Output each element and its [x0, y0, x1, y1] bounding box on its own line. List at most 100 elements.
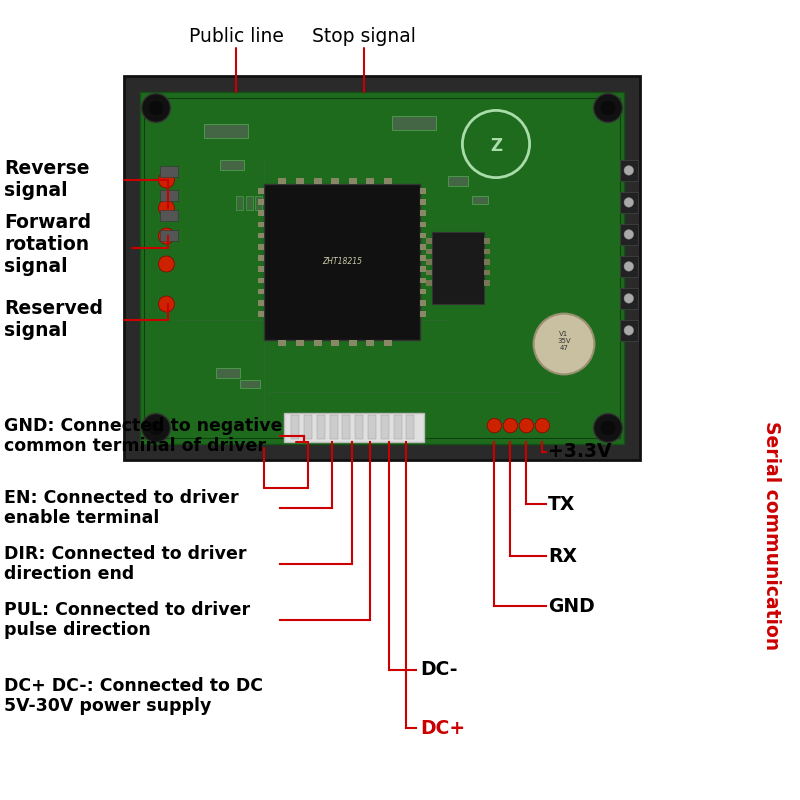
- Bar: [258, 289, 264, 294]
- Bar: [204, 124, 248, 138]
- Text: +3.3V: +3.3V: [548, 442, 611, 462]
- Bar: [349, 340, 357, 346]
- Bar: [420, 188, 426, 194]
- Bar: [284, 196, 291, 210]
- Bar: [330, 415, 338, 439]
- Bar: [426, 280, 432, 286]
- Circle shape: [503, 418, 518, 433]
- Bar: [432, 232, 484, 304]
- Bar: [420, 289, 426, 294]
- Bar: [420, 244, 426, 250]
- Circle shape: [142, 414, 170, 442]
- Text: EN: Connected to driver
enable terminal: EN: Connected to driver enable terminal: [4, 489, 238, 527]
- Bar: [484, 259, 490, 265]
- Bar: [160, 166, 178, 177]
- Circle shape: [158, 256, 174, 272]
- Bar: [392, 116, 436, 130]
- Text: TX: TX: [548, 494, 575, 514]
- Bar: [420, 199, 426, 205]
- Bar: [620, 192, 638, 213]
- Bar: [144, 98, 620, 438]
- Bar: [220, 160, 244, 170]
- Bar: [255, 196, 262, 210]
- Bar: [426, 270, 432, 275]
- Bar: [258, 255, 264, 261]
- Bar: [406, 415, 414, 439]
- Bar: [317, 415, 325, 439]
- Bar: [258, 244, 264, 250]
- Text: Forward
rotation
signal: Forward rotation signal: [4, 213, 91, 275]
- Bar: [484, 270, 490, 275]
- Bar: [368, 415, 376, 439]
- Circle shape: [624, 198, 634, 207]
- Text: DC-: DC-: [420, 660, 458, 679]
- Circle shape: [624, 326, 634, 335]
- Circle shape: [142, 94, 170, 122]
- Bar: [258, 210, 264, 216]
- Bar: [236, 196, 243, 210]
- Text: ZHT18215: ZHT18215: [322, 257, 362, 266]
- Text: V1
35V
47: V1 35V 47: [557, 331, 571, 350]
- Bar: [278, 340, 286, 346]
- Bar: [160, 210, 178, 221]
- Text: Serial communication: Serial communication: [762, 422, 782, 650]
- Bar: [296, 340, 304, 346]
- Bar: [274, 196, 282, 210]
- Text: DC+ DC-: Connected to DC
5V-30V power supply: DC+ DC-: Connected to DC 5V-30V power su…: [4, 677, 263, 715]
- Text: Reverse
signal: Reverse signal: [4, 159, 90, 201]
- Bar: [472, 196, 488, 204]
- Circle shape: [158, 228, 174, 244]
- Bar: [426, 238, 432, 244]
- Bar: [284, 413, 424, 442]
- Bar: [291, 415, 299, 439]
- Bar: [258, 222, 264, 227]
- Bar: [296, 178, 304, 184]
- Circle shape: [624, 294, 634, 303]
- Circle shape: [624, 166, 634, 175]
- Bar: [314, 178, 322, 184]
- Circle shape: [158, 200, 174, 216]
- Circle shape: [487, 418, 502, 433]
- Bar: [314, 340, 322, 346]
- Bar: [420, 255, 426, 261]
- Bar: [420, 222, 426, 227]
- Circle shape: [149, 101, 163, 115]
- Bar: [355, 415, 363, 439]
- Bar: [620, 288, 638, 309]
- Bar: [420, 266, 426, 272]
- Bar: [124, 76, 640, 460]
- Bar: [349, 178, 357, 184]
- Circle shape: [519, 418, 534, 433]
- Bar: [620, 256, 638, 277]
- Bar: [381, 415, 389, 439]
- Bar: [258, 199, 264, 205]
- Bar: [484, 280, 490, 286]
- Circle shape: [624, 262, 634, 271]
- Bar: [160, 230, 178, 241]
- Bar: [258, 266, 264, 272]
- Bar: [258, 278, 264, 283]
- Bar: [394, 415, 402, 439]
- Bar: [264, 184, 420, 340]
- Bar: [620, 160, 638, 181]
- Bar: [278, 178, 286, 184]
- Bar: [240, 380, 260, 388]
- Bar: [484, 249, 490, 254]
- Text: DC+: DC+: [420, 718, 465, 738]
- Text: Reserved
signal: Reserved signal: [4, 299, 103, 341]
- Bar: [331, 340, 339, 346]
- Bar: [426, 249, 432, 254]
- Text: RX: RX: [548, 546, 577, 566]
- Bar: [366, 178, 374, 184]
- Bar: [258, 311, 264, 317]
- Bar: [420, 278, 426, 283]
- Bar: [258, 233, 264, 238]
- Text: PUL: Connected to driver
pulse direction: PUL: Connected to driver pulse direction: [4, 601, 250, 639]
- Circle shape: [594, 414, 622, 442]
- Bar: [366, 340, 374, 346]
- Bar: [331, 178, 339, 184]
- Bar: [258, 300, 264, 306]
- Bar: [420, 210, 426, 216]
- Text: Z: Z: [490, 137, 502, 154]
- Bar: [265, 196, 272, 210]
